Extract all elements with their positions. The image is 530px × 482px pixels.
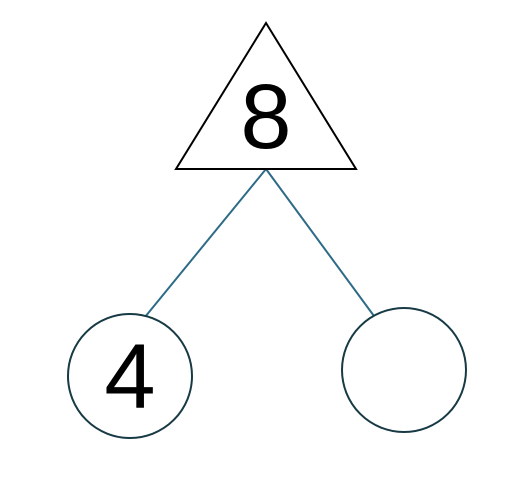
connector-right <box>265 168 375 317</box>
part-circle-left <box>67 313 193 439</box>
whole-node: 8 <box>174 21 358 170</box>
part-node-right <box>341 307 467 433</box>
part-value-left: 4 <box>104 326 155 428</box>
part-node-left: 4 <box>67 313 193 439</box>
whole-value: 8 <box>240 66 291 168</box>
connector-left <box>144 168 267 318</box>
part-circle-right <box>341 307 467 433</box>
whole-triangle <box>174 21 358 170</box>
